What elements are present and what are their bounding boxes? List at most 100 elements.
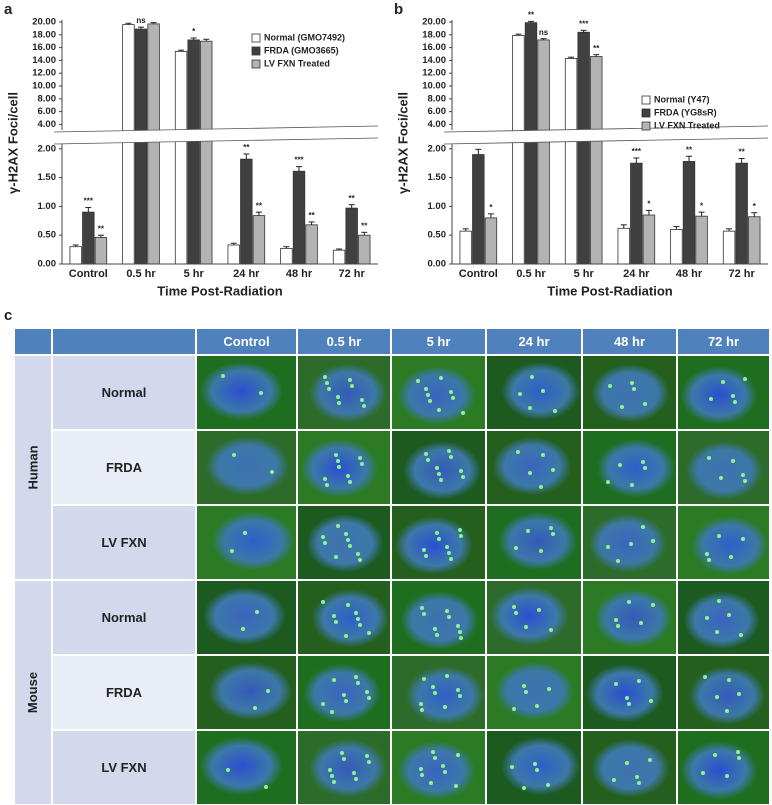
x-tick-label: 48 hr	[676, 268, 703, 280]
focus-dot	[445, 609, 450, 614]
bar	[332, 249, 346, 265]
row-label-text: Normal	[101, 610, 147, 625]
micrograph	[297, 730, 391, 805]
focus-dot	[737, 691, 742, 696]
micrograph	[297, 580, 391, 655]
focus-dot	[737, 756, 742, 761]
focus-dot	[450, 396, 455, 401]
break-line	[53, 137, 379, 145]
focus-dot	[630, 483, 635, 488]
focus-dot	[448, 390, 453, 395]
focus-dot	[536, 607, 541, 612]
focus-dot	[354, 610, 359, 615]
row-label: Normal	[52, 580, 196, 655]
column-header: 5 hr	[391, 328, 486, 355]
x-tick-label: Control	[69, 268, 108, 280]
x-tick-label: 0.5 hr	[126, 268, 156, 280]
focus-dot	[635, 775, 640, 779]
legend-label: LV FXN Treated	[654, 120, 720, 130]
bar	[69, 246, 82, 265]
row-label: LV FXN	[52, 505, 196, 580]
bar	[472, 154, 485, 265]
focus-dot	[741, 537, 746, 542]
focus-dot	[701, 770, 706, 775]
micrograph	[677, 730, 770, 805]
micrograph	[486, 655, 582, 730]
focus-dot	[344, 532, 348, 536]
micrograph	[297, 655, 391, 730]
focus-dot	[455, 752, 460, 757]
significance: ***	[294, 156, 304, 165]
focus-dot	[344, 698, 348, 703]
focus-dot	[743, 376, 748, 381]
significance: **	[243, 143, 250, 152]
focus-dot	[551, 467, 556, 472]
focus-dot	[453, 784, 458, 788]
focus-dot	[457, 629, 462, 634]
break-line	[443, 137, 769, 145]
y-tick-label: 14.00	[422, 55, 446, 66]
focus-dot	[612, 778, 617, 782]
focus-dot	[321, 599, 326, 604]
focus-dot	[718, 475, 723, 480]
bar	[134, 28, 148, 265]
micrograph	[582, 355, 677, 430]
focus-dot	[342, 757, 347, 761]
focus-dot	[637, 679, 642, 683]
focus-dot	[366, 631, 371, 635]
micrograph	[391, 505, 486, 580]
focus-dot	[327, 386, 332, 391]
y-tick-label: 1.00	[428, 201, 447, 212]
focus-dot	[524, 625, 529, 629]
y-tick-label: 12.00	[422, 68, 446, 79]
break-line	[443, 125, 769, 133]
significance: **	[256, 201, 263, 210]
focus-dot	[447, 448, 452, 453]
focus-dot	[333, 555, 338, 560]
legend-swatch	[251, 46, 261, 56]
focus-dot	[447, 550, 452, 555]
focus-dot	[618, 463, 623, 467]
y-tick-label: 4.00	[428, 119, 447, 130]
bar	[358, 234, 371, 265]
focus-dot	[605, 544, 610, 549]
focus-dot	[420, 606, 425, 611]
focus-dot	[637, 781, 642, 785]
focus-dot	[429, 781, 433, 785]
micrograph	[391, 355, 486, 430]
focus-dot	[420, 708, 425, 713]
significance: ***	[84, 197, 94, 206]
row-label: Normal	[52, 355, 196, 430]
bar	[642, 214, 656, 265]
focus-dot	[345, 473, 350, 478]
focus-dot	[526, 529, 531, 533]
y-tick-label: 1.50	[38, 172, 57, 183]
group-label-text: Mouse	[25, 671, 41, 714]
focus-dot	[337, 465, 342, 470]
column-header-text: Control	[223, 334, 270, 349]
micrograph	[196, 580, 297, 655]
y-tick-label: 2.00	[38, 143, 57, 154]
focus-dot	[438, 478, 443, 482]
focus-dot	[424, 451, 429, 456]
significance: *	[192, 27, 196, 36]
focus-dot	[430, 749, 435, 754]
y-tick-label: 0.50	[428, 230, 447, 241]
y-tick-label: 14.00	[32, 55, 56, 66]
focus-dot	[547, 686, 552, 691]
focus-dot	[455, 688, 460, 692]
focus-dot	[624, 696, 629, 701]
group-label: Mouse	[14, 580, 52, 805]
focus-dot	[725, 773, 730, 778]
micrograph	[297, 430, 391, 505]
focus-dot	[323, 541, 328, 545]
panel-label: b	[394, 1, 403, 18]
focus-dot	[540, 388, 545, 393]
micrograph	[582, 730, 677, 805]
significance: **	[739, 148, 746, 157]
bar	[670, 229, 683, 265]
micrograph	[196, 730, 297, 805]
y-tick-label: 18.00	[32, 29, 56, 40]
y-tick-label: 2.00	[428, 143, 447, 154]
